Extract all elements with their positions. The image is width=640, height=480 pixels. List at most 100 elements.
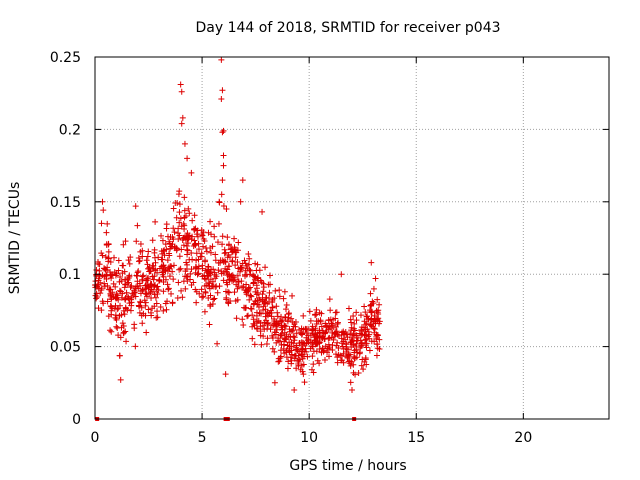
data-point [178, 120, 185, 127]
data-point [175, 191, 182, 198]
data-point [176, 253, 183, 260]
data-point [254, 261, 261, 268]
data-point [281, 338, 288, 345]
data-point [263, 341, 270, 348]
data-point [188, 250, 195, 257]
data-point [118, 311, 125, 318]
chart-title: Day 144 of 2018, SRMTID for receiver p04… [195, 20, 500, 36]
data-point [118, 324, 125, 331]
data-point [351, 332, 358, 339]
data-point [152, 294, 159, 301]
data-point [125, 279, 132, 286]
data-point [194, 233, 201, 240]
data-point [169, 241, 176, 248]
data-point [362, 321, 369, 328]
data-point [253, 285, 260, 292]
data-point [273, 303, 280, 310]
data-point [183, 273, 190, 280]
data-point [298, 345, 305, 352]
data-point [247, 305, 254, 312]
data-point [188, 169, 195, 176]
data-point [301, 379, 308, 386]
data-point [98, 286, 105, 293]
data-point [258, 341, 265, 348]
data-point [178, 223, 185, 230]
data-point [176, 209, 183, 216]
data-point [151, 254, 158, 261]
data-point [249, 272, 256, 279]
data-point [164, 257, 171, 264]
data-point [176, 266, 183, 273]
data-point [154, 308, 161, 315]
data-point [146, 290, 153, 297]
data-point [199, 294, 206, 301]
data-point [234, 258, 241, 265]
data-point [136, 257, 143, 264]
data-point [116, 287, 123, 294]
data-point [163, 306, 170, 313]
data-point [103, 229, 110, 236]
data-point [137, 241, 144, 248]
data-point [353, 317, 360, 324]
data-point [104, 298, 111, 305]
data-point [220, 258, 227, 265]
data-point [293, 330, 300, 337]
data-point [291, 387, 298, 394]
data-point [347, 379, 354, 386]
data-point [115, 267, 122, 274]
data-point [307, 317, 314, 324]
data-point [338, 271, 345, 278]
data-point [223, 268, 230, 275]
data-point [165, 286, 172, 293]
data-point [187, 276, 194, 283]
data-point [131, 289, 138, 296]
data-point [98, 220, 105, 227]
data-point [202, 289, 209, 296]
data-point [101, 265, 108, 272]
data-point [331, 330, 338, 337]
data-point [321, 357, 328, 364]
data-point [99, 298, 106, 305]
data-point [142, 299, 149, 306]
data-point [240, 321, 247, 328]
data-point [139, 276, 146, 283]
data-point [247, 267, 254, 274]
data-point [154, 283, 161, 290]
data-point [345, 305, 352, 312]
data-point [363, 361, 370, 368]
data-point [310, 361, 317, 368]
data-point [200, 236, 207, 243]
data-point [326, 353, 333, 360]
data-point [220, 277, 227, 284]
data-point [251, 276, 258, 283]
data-point [146, 268, 153, 275]
data-point [358, 324, 365, 331]
data-point [134, 273, 141, 280]
data-point [369, 298, 376, 305]
data-point [242, 260, 249, 267]
data-point [315, 318, 322, 325]
data-point [149, 262, 156, 269]
data-point [326, 334, 333, 341]
data-point [232, 254, 239, 261]
data-point [243, 291, 250, 298]
data-point [145, 283, 152, 290]
data-point [324, 349, 331, 356]
data-point [347, 362, 354, 369]
data-point [318, 323, 325, 330]
data-point [237, 265, 244, 272]
data-point [121, 311, 128, 318]
data-point [362, 337, 369, 344]
data-point [116, 352, 123, 359]
data-point [143, 275, 150, 282]
data-point [139, 253, 146, 260]
data-point [218, 191, 225, 198]
data-point [307, 339, 314, 346]
data-point [111, 305, 118, 312]
data-point [289, 327, 296, 334]
data-point [189, 256, 196, 263]
data-point [109, 289, 116, 296]
data-point [211, 233, 218, 240]
data-point [226, 263, 233, 270]
data-point [128, 282, 135, 289]
